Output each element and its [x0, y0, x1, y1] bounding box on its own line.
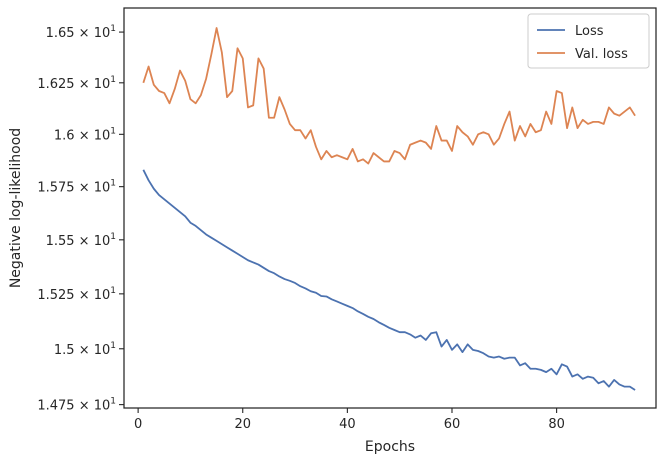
y-tick-label: 1.625 × 101 — [37, 75, 116, 92]
y-tick-label: 1.475 × 101 — [37, 397, 116, 414]
series-line-val-loss — [142, 27, 636, 165]
x-tick-label: 20 — [234, 417, 251, 432]
y-tick-label: 1.6 × 101 — [54, 126, 116, 143]
legend: Loss Val. loss — [527, 13, 650, 69]
x-axis-ticks: 0 20 40 60 80 — [134, 408, 565, 432]
y-tick-label: 1.55 × 101 — [46, 232, 116, 249]
legend-label-loss: Loss — [575, 24, 604, 39]
legend-label-val-loss: Val. loss — [575, 47, 628, 62]
y-axis-label: Negative log-likelihood — [8, 128, 24, 288]
y-axis-ticks: 1.475 × 101 1.5 × 101 1.525 × 101 1.55 × 10… — [37, 24, 124, 414]
x-tick-label: 40 — [339, 417, 356, 432]
y-tick-label: 1.575 × 101 — [37, 179, 116, 196]
y-tick-label: 1.65 × 101 — [46, 24, 116, 41]
x-tick-label: 60 — [444, 417, 461, 432]
legend-frame — [527, 13, 650, 69]
x-tick-label: 80 — [548, 417, 565, 432]
x-tick-label: 0 — [134, 417, 142, 432]
series-line-loss — [142, 169, 636, 391]
series-layer — [142, 27, 636, 391]
y-tick-label: 1.525 × 101 — [37, 286, 116, 303]
x-axis-label: Epochs — [365, 439, 415, 455]
y-tick-label: 1.5 × 101 — [54, 341, 116, 358]
plot-area — [123, 7, 657, 409]
